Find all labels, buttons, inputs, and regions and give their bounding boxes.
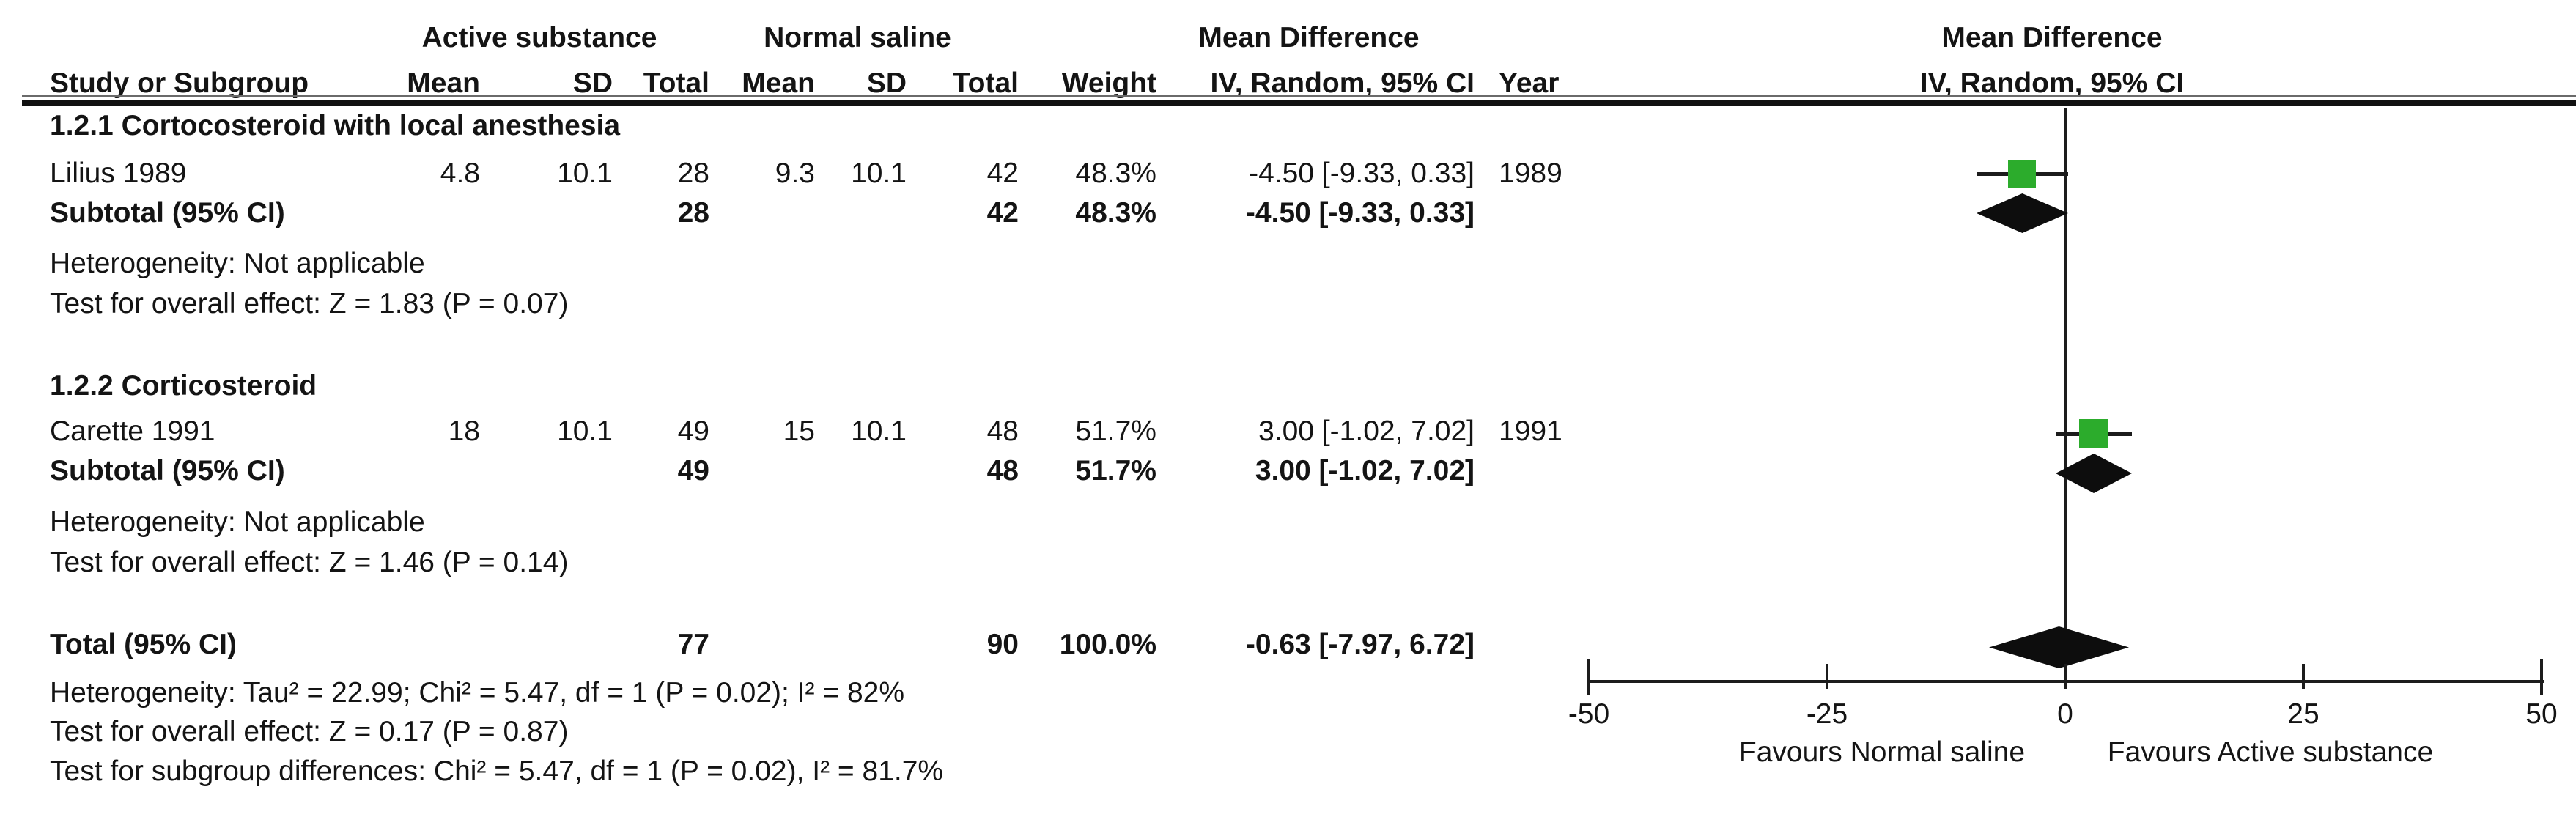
plot-header-title: Mean Difference: [1941, 22, 2163, 53]
col-header-sd-active: SD: [572, 67, 613, 99]
plot-header-subtitle: IV, Random, 95% CI: [1919, 67, 2185, 99]
total-ci: -0.63 [-7.97, 6.72]: [1245, 629, 1475, 660]
total-overall-effect-text: Test for overall effect: Z = 0.17 (P = 0…: [50, 716, 569, 747]
study-weight: 48.3%: [1075, 158, 1156, 189]
total-total-active: 77: [677, 629, 709, 660]
subtotal-label: Subtotal (95% CI): [50, 455, 285, 487]
axis-tick: [2540, 659, 2543, 695]
total-overall-effect-row: Test for overall effect: Z = 0.17 (P = 0…: [0, 715, 2576, 749]
header-column-row: Study or Subgroup Mean SD Total Mean SD …: [0, 67, 2576, 100]
total-weight: 100.0%: [1059, 629, 1156, 660]
subtotal-label: Subtotal (95% CI): [50, 197, 285, 229]
study-total-saline: 42: [986, 158, 1019, 189]
subtotal-weight: 48.3%: [1075, 197, 1156, 229]
study-marker-lilius: [2008, 160, 2036, 188]
axis-tick-label: 0: [2057, 698, 2073, 730]
axis-tick-label: 50: [2525, 698, 2558, 730]
study-total-saline: 48: [986, 415, 1019, 447]
study-mean-active: 18: [448, 415, 480, 447]
subgroup-differences-text: Test for subgroup differences: Chi² = 5.…: [50, 755, 944, 787]
subgroup-title-row: 1.2.2 Corticosteroid: [0, 369, 2576, 403]
total-row: Total (95% CI) 77 90 100.0% -0.63 [-7.97…: [0, 628, 2576, 662]
col-header-year: Year: [1499, 67, 1560, 99]
col-header-study: Study or Subgroup: [50, 67, 309, 99]
axis-tick-label: -25: [1806, 698, 1848, 730]
subgroup-1-title: 1.2.1 Cortocosteroid with local anesthes…: [50, 110, 621, 141]
header-rule-thick: [22, 100, 2576, 106]
axis-tick: [2064, 664, 2067, 689]
study-name: Lilius 1989: [50, 158, 187, 189]
overall-effect-text: Test for overall effect: Z = 1.46 (P = 0…: [50, 547, 569, 578]
subgroup-title-row: 1.2.1 Cortocosteroid with local anesthes…: [0, 109, 2576, 143]
col-header-total-saline: Total: [952, 67, 1019, 99]
total-heterogeneity-text: Heterogeneity: Tau² = 22.99; Chi² = 5.47…: [50, 677, 905, 709]
total-label: Total (95% CI): [50, 629, 237, 660]
col-header-mean-saline: Mean: [742, 67, 815, 99]
study-row-lilius: Lilius 1989 4.8 10.1 28 9.3 10.1 42 48.3…: [0, 157, 2576, 191]
header-rule-thin: [22, 95, 2576, 97]
subtotal-ci: -4.50 [-9.33, 0.33]: [1245, 197, 1475, 229]
study-name: Carette 1991: [50, 415, 215, 447]
heterogeneity-row: Heterogeneity: Not applicable: [0, 247, 2576, 281]
study-mean-saline: 15: [783, 415, 815, 447]
study-year: 1991: [1499, 415, 1562, 447]
total-heterogeneity-row: Heterogeneity: Tau² = 22.99; Chi² = 5.47…: [0, 676, 2576, 710]
zero-line: [2064, 108, 2067, 681]
total-total-saline: 90: [986, 629, 1019, 660]
axis-tick-label: -50: [1568, 698, 1610, 730]
axis-tick-label: 25: [2287, 698, 2319, 730]
subgroup-2-title: 1.2.2 Corticosteroid: [50, 370, 317, 402]
study-sd-active: 10.1: [557, 158, 613, 189]
header-group-row: Active substance Normal saline Mean Diff…: [0, 21, 2576, 55]
study-sd-saline: 10.1: [851, 158, 907, 189]
heterogeneity-text: Heterogeneity: Not applicable: [50, 248, 425, 279]
study-total-active: 49: [677, 415, 709, 447]
study-ci: -4.50 [-9.33, 0.33]: [1249, 158, 1475, 189]
col-header-ci: IV, Random, 95% CI: [1210, 67, 1475, 99]
subgroup-differences-row: Test for subgroup differences: Chi² = 5.…: [0, 755, 2576, 788]
study-sd-active: 10.1: [557, 415, 613, 447]
col-header-weight: Weight: [1061, 67, 1156, 99]
study-total-active: 28: [677, 158, 709, 189]
subtotal-total-active: 28: [677, 197, 709, 229]
subtotal-row: Subtotal (95% CI) 49 48 51.7% 3.00 [-1.0…: [0, 454, 2576, 488]
study-marker-carette: [2079, 419, 2108, 448]
subtotal-weight: 51.7%: [1075, 455, 1156, 487]
subtotal-total-saline: 42: [986, 197, 1019, 229]
study-year: 1989: [1499, 158, 1562, 189]
overall-effect-text: Test for overall effect: Z = 1.83 (P = 0…: [50, 288, 569, 319]
study-mean-active: 4.8: [440, 158, 480, 189]
axis-tick: [1826, 664, 1828, 689]
favours-left-label: Favours Normal saline: [1738, 736, 2026, 768]
col-header-total-active: Total: [643, 67, 709, 99]
subtotal-ci: 3.00 [-1.02, 7.02]: [1255, 455, 1475, 487]
subtotal-total-active: 49: [677, 455, 709, 487]
heterogeneity-row: Heterogeneity: Not applicable: [0, 506, 2576, 539]
study-mean-saline: 9.3: [775, 158, 815, 189]
favours-right-label: Favours Active substance: [2107, 736, 2434, 768]
col-header-mean-active: Mean: [407, 67, 480, 99]
group-header-mean-difference: Mean Difference: [1198, 22, 1420, 53]
axis-tick: [2302, 664, 2305, 689]
subtotal-row: Subtotal (95% CI) 28 42 48.3% -4.50 [-9.…: [0, 196, 2576, 230]
study-ci: 3.00 [-1.02, 7.02]: [1258, 415, 1475, 447]
group-header-normal-saline: Normal saline: [764, 22, 951, 53]
study-sd-saline: 10.1: [851, 415, 907, 447]
overall-effect-row: Test for overall effect: Z = 1.46 (P = 0…: [0, 546, 2576, 580]
group-header-active-substance: Active substance: [421, 22, 657, 53]
overall-effect-row: Test for overall effect: Z = 1.83 (P = 0…: [0, 287, 2576, 321]
heterogeneity-text: Heterogeneity: Not applicable: [50, 506, 425, 538]
axis-tick: [1587, 659, 1590, 695]
subtotal-total-saline: 48: [986, 455, 1019, 487]
col-header-sd-saline: SD: [866, 67, 907, 99]
study-row-carette: Carette 1991 18 10.1 49 15 10.1 48 51.7%…: [0, 415, 2576, 448]
study-weight: 51.7%: [1075, 415, 1156, 447]
